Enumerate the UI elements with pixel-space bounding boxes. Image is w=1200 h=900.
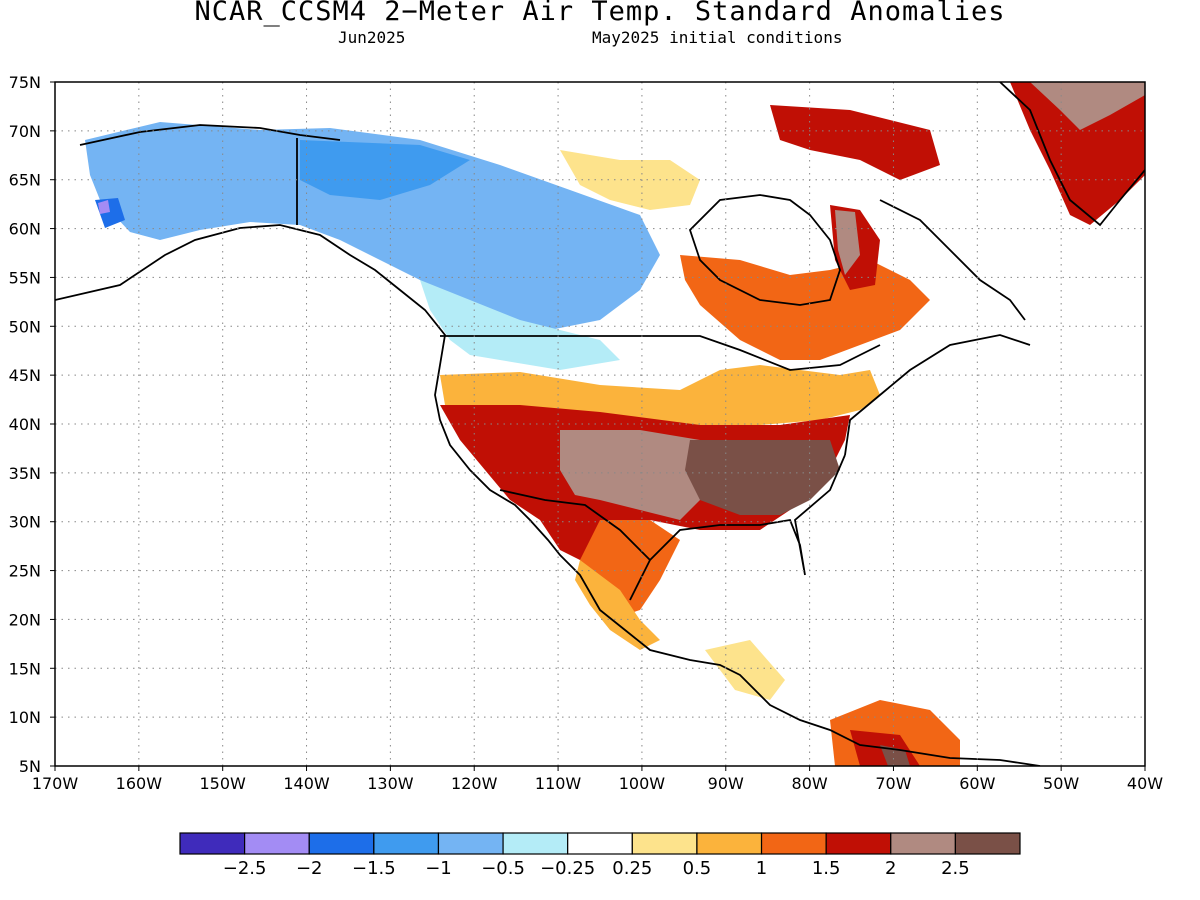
colorbar-swatch [179, 832, 246, 855]
colorbar-swatch [244, 832, 310, 855]
coastline-hudson-bay [688, 194, 841, 306]
colorbar-label: −0.25 [540, 858, 595, 879]
colorbar-label: −0.5 [481, 858, 525, 879]
lat-label: 60N [9, 220, 41, 239]
region-alaska-purple [98, 200, 110, 214]
region-greenland-red [1010, 82, 1145, 225]
lon-label: 170W [32, 774, 79, 793]
lon-label: 120W [451, 774, 498, 793]
lat-label: 50N [9, 317, 41, 336]
initial-conditions: May2025 initial conditions [592, 28, 843, 47]
lon-label: 70W [875, 774, 911, 793]
region-canada-cold-core [300, 140, 470, 200]
lat-label: 70N [9, 122, 41, 141]
lat-label: 15N [9, 659, 41, 678]
lat-label: 55N [9, 268, 41, 287]
region-texas-brown [560, 430, 700, 520]
lat-label: 25N [9, 562, 41, 581]
region-central-america-warm [705, 640, 785, 700]
longitude-labels: 170W 160W 150W 140W 130W 120W 110W 100W 90W 80W 70… [32, 766, 1163, 793]
coastline-east [844, 334, 1031, 456]
us-canada-border [440, 335, 881, 371]
lat-label: 10N [9, 708, 41, 727]
region-southeast-extreme [685, 440, 840, 515]
colorbar-swatch [954, 832, 1021, 855]
colorbar-label: −2 [296, 858, 323, 879]
lon-label: 150W [200, 774, 247, 793]
lon-label: 100W [619, 774, 666, 793]
region-northwest-cool [420, 280, 620, 370]
colorbar-swatch [437, 832, 504, 855]
lat-label: 30N [9, 513, 41, 532]
us-mexico-border [499, 489, 651, 561]
lat-label: 20N [9, 610, 41, 629]
colorbar-swatch [696, 832, 763, 855]
lat-label: 75N [9, 73, 41, 92]
coastline-labrador [879, 199, 1026, 321]
colorbar-labels: −2.5 −2 −1.5 −1 −0.5 −0.25 0.25 0.5 1 1.5 2 2.5 [223, 858, 970, 879]
region-labrador-brown [835, 210, 860, 275]
colorbar-swatch [760, 832, 827, 855]
lat-label: 5N [19, 757, 41, 776]
region-arctic-warm [560, 150, 700, 210]
colorbar-swatch [373, 832, 440, 855]
colorbar-swatch [631, 832, 698, 855]
colorbar-label: −2.5 [223, 858, 267, 879]
chart-title: NCAR_CCSM4 2−Meter Air Temp. Standard An… [194, 0, 1006, 27]
lat-label: 35N [9, 464, 41, 483]
colorbar-label: 0.25 [612, 858, 652, 879]
colorbar-swatch [502, 832, 569, 855]
coastlines [55, 82, 1145, 766]
lon-label: 130W [367, 774, 414, 793]
region-baffin-red [770, 105, 940, 180]
lon-label: 80W [792, 774, 828, 793]
colorbar-label: 0.5 [683, 858, 712, 879]
colorbar-label: 2 [885, 858, 896, 879]
lon-label: 60W [959, 774, 995, 793]
lon-label: 90W [708, 774, 744, 793]
lon-label: 160W [116, 774, 163, 793]
region-mexico-warm [575, 560, 660, 650]
colorbar-label: 2.5 [941, 858, 970, 879]
colorbar-swatch [825, 832, 892, 855]
lat-label: 40N [9, 415, 41, 434]
coastline-greenland [999, 82, 1145, 227]
lon-label: 140W [283, 774, 330, 793]
coastline-alaska [55, 224, 1041, 766]
latitude-labels: 75N 70N 65N 60N 55N 50N 45N 40N 35N 30N 25N 20N 15N 1… [9, 73, 55, 776]
lon-label: 110W [535, 774, 582, 793]
colorbar [179, 832, 1021, 855]
colorbar-label: −1.5 [352, 858, 396, 879]
forecast-month: Jun2025 [338, 28, 406, 47]
region-greenland-brown [1030, 82, 1145, 130]
lon-label: 50W [1043, 774, 1079, 793]
coastline-alaska-north [79, 124, 341, 146]
colorbar-label: 1 [756, 858, 767, 879]
colorbar-swatch [890, 832, 956, 855]
lon-label: 40W [1127, 774, 1163, 793]
lat-label: 45N [9, 366, 41, 385]
colorbar-label: −1 [425, 858, 452, 879]
anomaly-shading [85, 82, 1145, 766]
colorbar-swatch [308, 832, 375, 855]
lat-label: 65N [9, 171, 41, 190]
colorbar-label: 1.5 [812, 858, 841, 879]
coastline-gulf [629, 454, 846, 601]
region-alaska-cold [85, 122, 660, 330]
region-quebec-warm [680, 255, 930, 360]
colorbar-swatch [567, 832, 633, 855]
